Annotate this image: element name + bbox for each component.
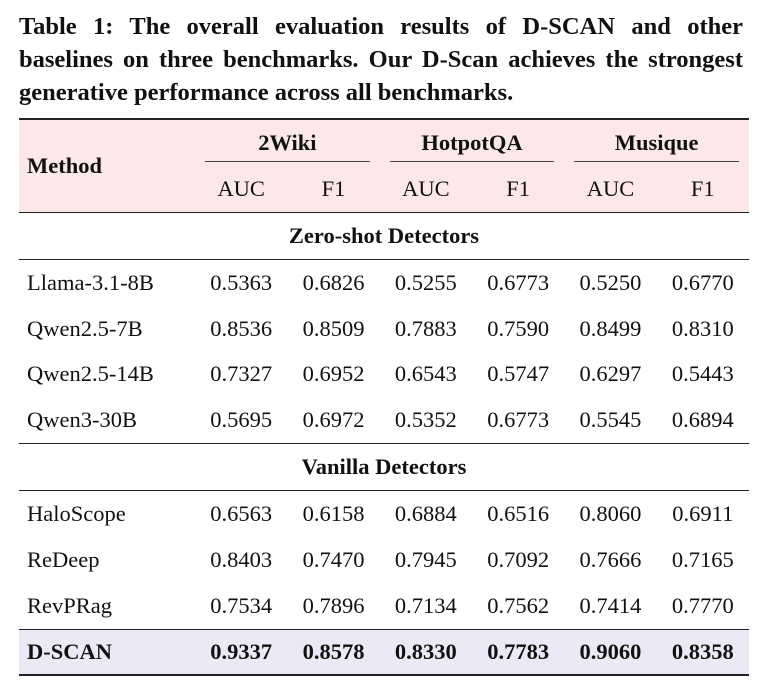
value-cell: 0.6543 bbox=[394, 361, 457, 387]
table-row: Qwen2.5-7B 0.8536 0.8509 0.7883 0.7590 0.8499… bbox=[19, 306, 749, 352]
value-cell: 0.7327 bbox=[210, 361, 273, 387]
value-cell: 0.7414 bbox=[579, 592, 642, 618]
value-cell: 0.6894 bbox=[671, 407, 734, 433]
value-cell: 0.7666 bbox=[579, 546, 642, 572]
value-cell: 0.8509 bbox=[302, 315, 365, 341]
method-name: Llama-3.1-8B bbox=[27, 269, 154, 295]
section-title: Vanilla Detectors bbox=[19, 443, 749, 492]
value-cell: 0.9337 bbox=[210, 638, 273, 664]
section-title: Zero-shot Detectors bbox=[19, 212, 749, 260]
value-cell: 0.8499 bbox=[579, 315, 642, 341]
value-cell: 0.6158 bbox=[302, 501, 365, 527]
value-cell: 0.7165 bbox=[671, 546, 734, 572]
value-cell: 0.6773 bbox=[487, 269, 550, 295]
value-cell: 0.7092 bbox=[487, 546, 550, 572]
table-row: Qwen3-30B 0.5695 0.6972 0.5352 0.6773 0.5545 0… bbox=[19, 397, 749, 443]
value-cell: 0.5545 bbox=[579, 407, 642, 433]
metric-header: AUC bbox=[586, 176, 635, 201]
value-cell: 0.5255 bbox=[394, 269, 457, 295]
value-cell: 0.5250 bbox=[579, 269, 642, 295]
value-cell: 0.7896 bbox=[302, 592, 365, 618]
method-name: ReDeep bbox=[27, 546, 100, 572]
value-cell: 0.8358 bbox=[671, 638, 734, 664]
method-header: Method bbox=[27, 153, 102, 178]
table-body: Zero-shot Detectors Llama-3.1-8B 0.5363 0.6… bbox=[19, 212, 749, 675]
value-cell: 0.9060 bbox=[579, 638, 642, 664]
value-cell: 0.6297 bbox=[579, 361, 642, 387]
value-cell: 0.5352 bbox=[394, 407, 457, 433]
value-cell: 0.8060 bbox=[579, 501, 642, 527]
table-row: Llama-3.1-8B 0.5363 0.6826 0.5255 0.6773 0.52… bbox=[19, 260, 749, 306]
results-table-container: Method 2Wiki HotpotQA Musique AUC F1 AUC… bbox=[19, 118, 749, 676]
method-name: HaloScope bbox=[27, 501, 126, 527]
table-row: ReDeep 0.8403 0.7470 0.7945 0.7092 0.7666 0.71… bbox=[19, 537, 749, 583]
table-row: HaloScope 0.6563 0.6158 0.6884 0.6516 0.8060 0… bbox=[19, 491, 749, 537]
value-cell: 0.6770 bbox=[671, 269, 734, 295]
group-header-musique: Musique bbox=[564, 119, 749, 166]
value-cell: 0.7590 bbox=[487, 315, 550, 341]
value-cell: 0.5695 bbox=[210, 407, 273, 433]
value-cell: 0.7534 bbox=[210, 592, 273, 618]
value-cell: 0.6952 bbox=[302, 361, 365, 387]
value-cell: 0.6911 bbox=[672, 501, 734, 527]
metric-header: F1 bbox=[506, 176, 531, 201]
value-cell: 0.8578 bbox=[302, 638, 365, 664]
results-table: Method 2Wiki HotpotQA Musique AUC F1 AUC… bbox=[19, 118, 749, 676]
value-cell: 0.8310 bbox=[671, 315, 734, 341]
value-cell: 0.6773 bbox=[487, 407, 550, 433]
value-cell: 0.8403 bbox=[210, 546, 273, 572]
value-cell: 0.5363 bbox=[210, 269, 273, 295]
group-header-2wiki: 2Wiki bbox=[195, 119, 380, 166]
value-cell: 0.7134 bbox=[394, 592, 457, 618]
value-cell: 0.6563 bbox=[210, 501, 273, 527]
group-header-hotpotqa: HotpotQA bbox=[380, 119, 565, 166]
metric-header: AUC bbox=[402, 176, 450, 201]
metric-header: F1 bbox=[321, 176, 346, 201]
value-cell: 0.6826 bbox=[302, 269, 365, 295]
table-row: RevPRag 0.7534 0.7896 0.7134 0.7562 0.7414 0.7… bbox=[19, 583, 749, 629]
value-cell: 0.6972 bbox=[302, 407, 365, 433]
table-header: Method 2Wiki HotpotQA Musique AUC F1 AUC… bbox=[19, 119, 749, 213]
metric-header: AUC bbox=[217, 176, 265, 201]
method-name: Qwen3-30B bbox=[27, 407, 137, 433]
method-name: D-SCAN bbox=[27, 638, 113, 664]
method-name: Qwen2.5-7B bbox=[27, 315, 143, 341]
method-name: RevPRag bbox=[27, 592, 113, 618]
table-row-ours: D-SCAN 0.9337 0.8578 0.8330 0.7783 0.9060 0.83… bbox=[19, 629, 749, 675]
value-cell: 0.5443 bbox=[671, 361, 734, 387]
value-cell: 0.5747 bbox=[487, 361, 550, 387]
table-row: Qwen2.5-14B 0.7327 0.6952 0.6543 0.5747 0.629… bbox=[19, 352, 749, 398]
method-name: Qwen2.5-14B bbox=[27, 361, 154, 387]
value-cell: 0.6516 bbox=[487, 501, 550, 527]
value-cell: 0.6884 bbox=[394, 501, 457, 527]
table-caption: Table 1: The overall evaluation results … bbox=[19, 13, 743, 106]
value-cell: 0.8330 bbox=[394, 638, 457, 664]
value-cell: 0.8536 bbox=[210, 315, 273, 341]
metric-header: F1 bbox=[690, 176, 715, 201]
value-cell: 0.7770 bbox=[671, 592, 734, 618]
value-cell: 0.7562 bbox=[487, 592, 550, 618]
value-cell: 0.7883 bbox=[394, 315, 457, 341]
value-cell: 0.7783 bbox=[487, 638, 550, 664]
value-cell: 0.7470 bbox=[302, 546, 365, 572]
value-cell: 0.7945 bbox=[394, 546, 457, 572]
